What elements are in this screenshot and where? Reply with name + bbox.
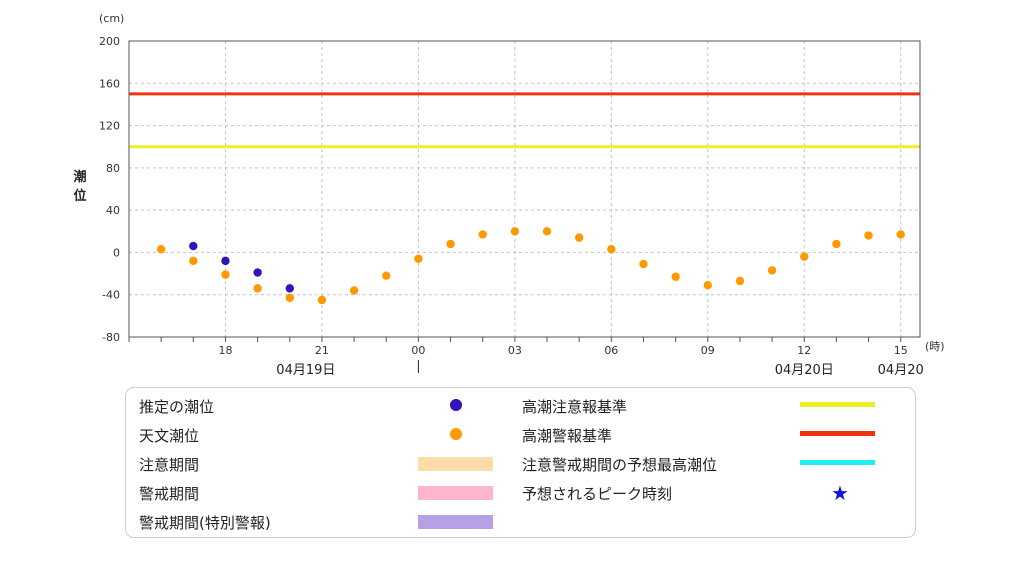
estimated-point [189, 241, 198, 251]
data-points [156, 227, 905, 305]
legend-warning-special-label: 警戒期間(特別警報) [139, 514, 271, 532]
legend-advisory-criterion-line [800, 402, 875, 407]
chart-grid [129, 41, 920, 337]
astronomical-point [253, 284, 262, 293]
y-tick-label: 120 [99, 120, 120, 133]
date-label: 04月19日 [276, 363, 335, 378]
astronomical-point [285, 293, 294, 303]
legend-warning-special-swatch [418, 515, 493, 529]
legend-estimated-marker [450, 399, 462, 411]
legend-warning-criterion-line [800, 431, 875, 436]
y-tick-label: 40 [106, 204, 120, 217]
astronomical-point [349, 286, 359, 295]
astronomical-point [510, 227, 520, 236]
astronomical-point [574, 233, 584, 242]
estimated-point [285, 284, 294, 293]
astronomical-point [189, 256, 198, 266]
legend-warning-criterion-label: 高潮警報基準 [522, 427, 613, 445]
astronomical-point [156, 245, 166, 254]
astronomical-point [221, 270, 230, 279]
astronomical-point [832, 239, 841, 249]
legend-astronomical-label: 天文潮位 [139, 427, 200, 445]
x-tick-label: 12 [797, 344, 811, 357]
date-label: 04月20日 [775, 363, 834, 378]
y-axis-title: 潮位 [73, 169, 86, 204]
estimated-point [221, 256, 230, 266]
legend-advisory-criterion-label: 高潮注意報基準 [522, 398, 628, 416]
x-tick-label: 21 [315, 344, 329, 357]
x-tick-label: 18 [218, 344, 232, 357]
astronomical-point [478, 230, 487, 239]
plot-frame [128, 40, 921, 338]
x-tick-label: 06 [604, 344, 618, 357]
astronomical-point [639, 259, 648, 269]
astronomical-point [767, 266, 777, 275]
star-icon: ★ [831, 481, 849, 505]
date-label: 04月20 [878, 363, 924, 378]
y-tick-label: 0 [113, 246, 120, 259]
legend-estimated-label: 推定の潮位 [139, 398, 215, 416]
astronomical-point [607, 245, 616, 254]
legend-warning-period-label: 警戒期間 [139, 485, 200, 503]
y-tick-label: 160 [99, 77, 120, 90]
x-tick-label: 03 [508, 344, 522, 357]
x-tick-label: 09 [701, 344, 715, 357]
legend-warning-period-swatch [418, 486, 493, 500]
astronomical-point [703, 281, 712, 290]
y-tick-label: -80 [102, 331, 120, 344]
astronomical-point [864, 231, 873, 240]
legend-caution-period-swatch [418, 457, 493, 471]
astronomical-point [735, 276, 745, 286]
legend-peak-time-label: 予想されるピーク時刻 [522, 485, 673, 503]
astronomical-point [800, 252, 809, 261]
tide-chart: 200 160 120 80 40 0 -40 -80 18 21 00 03 06 09 12 15 (cm)… [73, 12, 944, 378]
legend-peak-forecast-line [800, 460, 875, 465]
chart-axes: 200 160 120 80 40 0 -40 -80 18 21 00 03 06 09 12 15 (cm)… [73, 12, 944, 378]
astronomical-point [382, 271, 391, 280]
astronomical-point [414, 254, 423, 263]
legend-caution-period-label: 注意期間 [139, 456, 200, 474]
y-tick-label: -40 [102, 289, 120, 302]
astronomical-point [671, 272, 680, 281]
y-tick-label: 200 [99, 35, 120, 48]
y-tick-label: 80 [106, 162, 120, 175]
threshold-lines [129, 92, 920, 149]
legend: 推定の潮位 天文潮位 注意期間 警戒期間 警戒期間(特別警報) 高潮注意報基準 … [125, 387, 916, 538]
astronomical-point [542, 227, 552, 236]
x-tick-label: 15 [894, 344, 908, 357]
y-unit-label: (cm) [99, 12, 124, 25]
astronomical-point [317, 295, 327, 305]
astronomical-point [446, 239, 455, 249]
estimated-point [253, 268, 262, 277]
legend-astronomical-marker [450, 428, 462, 440]
legend-peak-forecast-label: 注意警戒期間の予想最高潮位 [522, 456, 718, 474]
astronomical-point [896, 230, 905, 239]
x-unit-label: (時) [925, 340, 945, 353]
x-tick-label: 00 [411, 344, 425, 357]
